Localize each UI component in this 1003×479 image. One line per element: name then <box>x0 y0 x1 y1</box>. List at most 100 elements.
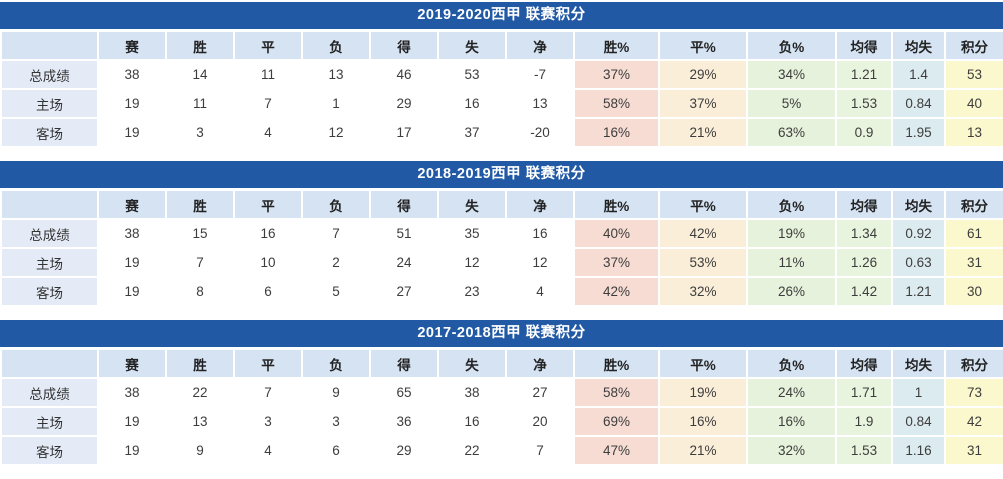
row-label: 主场 <box>0 88 99 119</box>
stat-cell: 3 <box>301 406 371 437</box>
stat-cell: 37 <box>437 117 507 148</box>
table-row: 主场 19 7 10 2 24 12 12 37% 53% 11% 1.26 0.63 31 <box>0 247 1003 278</box>
stat-cell: 40% <box>573 218 660 249</box>
table-title: 2017-2018西甲 联赛积分 <box>0 320 1003 347</box>
stat-cell: 37% <box>573 247 660 278</box>
stat-cell: 1.21 <box>835 59 893 90</box>
stat-cell: 22 <box>437 435 507 466</box>
stat-cell: 36 <box>369 406 439 437</box>
column-header: 赛 <box>97 189 167 220</box>
stat-cell: 35 <box>437 218 507 249</box>
stat-cell: 29 <box>369 88 439 119</box>
table-body: 总成绩 38 14 11 13 46 53 -7 37% 29% 34% 1.21 1.4 53 主场 19 1… <box>0 59 1003 148</box>
row-label-header <box>0 30 99 61</box>
column-header: 均失 <box>891 30 946 61</box>
stat-cell: 0.84 <box>891 406 946 437</box>
stat-cell: 7 <box>301 218 371 249</box>
stat-cell: 46 <box>369 59 439 90</box>
stat-cell: 19 <box>97 88 167 119</box>
stat-cell: 16 <box>437 88 507 119</box>
stat-cell: 21% <box>658 117 748 148</box>
stat-cell: 5 <box>301 276 371 307</box>
column-header: 均失 <box>891 348 946 379</box>
stat-cell: 32% <box>746 435 837 466</box>
stats-table: 赛胜平负得失净胜% 平% 负% 均得 均失 积分 总成绩 38 14 11 13 46 53 -7 37% 2… <box>0 30 1003 148</box>
stat-cell: 3 <box>233 406 303 437</box>
tables-container: 2019-2020西甲 联赛积分赛胜平负得失净胜% 平% 负% 均得 均失 积分 总成绩 38… <box>0 2 1003 466</box>
column-header: 平% <box>658 189 748 220</box>
stat-cell: -20 <box>505 117 575 148</box>
stat-cell: 53% <box>658 247 748 278</box>
column-header: 平 <box>233 30 303 61</box>
season-section: 2017-2018西甲 联赛积分赛胜平负得失净胜% 平% 负% 均得 均失 积分 总成绩 38… <box>0 320 1003 466</box>
column-header: 平 <box>233 189 303 220</box>
stat-cell: 53 <box>944 59 1003 90</box>
stat-cell: 27 <box>369 276 439 307</box>
stat-cell: 7 <box>233 88 303 119</box>
stat-cell: 30 <box>944 276 1003 307</box>
column-header: 负 <box>301 348 371 379</box>
stat-cell: 13 <box>165 406 235 437</box>
stat-cell: 1 <box>891 377 946 408</box>
stat-cell: 16% <box>658 406 748 437</box>
stat-cell: 2 <box>301 247 371 278</box>
stat-cell: 11% <box>746 247 837 278</box>
column-header: 胜 <box>165 348 235 379</box>
column-header: 赛 <box>97 30 167 61</box>
table-row: 主场 19 11 7 1 29 16 13 58% 37% 5% 1.53 0.84 40 <box>0 88 1003 119</box>
row-label: 客场 <box>0 435 99 466</box>
column-header: 得 <box>369 348 439 379</box>
stat-cell: 1.42 <box>835 276 893 307</box>
stat-cell: 6 <box>301 435 371 466</box>
table-row: 客场 19 8 6 5 27 23 4 42% 32% 26% 1.42 1.21 30 <box>0 276 1003 307</box>
stat-cell: 34% <box>746 59 837 90</box>
column-header: 均得 <box>835 348 893 379</box>
stat-cell: 38 <box>437 377 507 408</box>
stat-cell: 11 <box>233 59 303 90</box>
stat-cell: 12 <box>505 247 575 278</box>
column-header: 平% <box>658 30 748 61</box>
stat-cell: 65 <box>369 377 439 408</box>
column-header: 净 <box>505 189 575 220</box>
column-header: 净 <box>505 30 575 61</box>
stat-cell: 42 <box>944 406 1003 437</box>
stat-cell: 1.95 <box>891 117 946 148</box>
row-label: 客场 <box>0 276 99 307</box>
stat-cell: 23 <box>437 276 507 307</box>
column-header: 负% <box>746 348 837 379</box>
stat-cell: 0.84 <box>891 88 946 119</box>
stat-cell: 19 <box>97 276 167 307</box>
column-header: 负 <box>301 30 371 61</box>
stat-cell: 1.53 <box>835 88 893 119</box>
stats-table: 赛胜平负得失净胜% 平% 负% 均得 均失 积分 总成绩 38 15 16 7 51 35 16 40% 42… <box>0 189 1003 307</box>
table-row: 客场 19 3 4 12 17 37 -20 16% 21% 63% 0.9 1.95 13 <box>0 117 1003 148</box>
column-header: 平% <box>658 348 748 379</box>
stat-cell: 38 <box>97 59 167 90</box>
stat-cell: 0.92 <box>891 218 946 249</box>
stat-cell: 4 <box>233 117 303 148</box>
stat-cell: 16 <box>437 406 507 437</box>
stat-cell: 10 <box>233 247 303 278</box>
stat-cell: 51 <box>369 218 439 249</box>
stat-cell: 13 <box>944 117 1003 148</box>
stat-cell: 1.21 <box>891 276 946 307</box>
stat-cell: 1.26 <box>835 247 893 278</box>
stat-cell: 29 <box>369 435 439 466</box>
stat-cell: 6 <box>233 276 303 307</box>
stat-cell: 73 <box>944 377 1003 408</box>
stat-cell: 1.53 <box>835 435 893 466</box>
stat-cell: 5% <box>746 88 837 119</box>
stat-cell: 0.9 <box>835 117 893 148</box>
season-section: 2018-2019西甲 联赛积分赛胜平负得失净胜% 平% 负% 均得 均失 积分 总成绩 38… <box>0 161 1003 307</box>
header-row: 赛胜平负得失净胜% 平% 负% 均得 均失 积分 <box>0 348 1003 379</box>
column-header: 积分 <box>944 189 1003 220</box>
stat-cell: -7 <box>505 59 575 90</box>
stat-cell: 29% <box>658 59 748 90</box>
stat-cell: 37% <box>573 59 660 90</box>
stat-cell: 61 <box>944 218 1003 249</box>
stat-cell: 19 <box>97 247 167 278</box>
stat-cell: 1.71 <box>835 377 893 408</box>
row-label: 总成绩 <box>0 377 99 408</box>
stat-cell: 38 <box>97 218 167 249</box>
stat-cell: 7 <box>165 247 235 278</box>
